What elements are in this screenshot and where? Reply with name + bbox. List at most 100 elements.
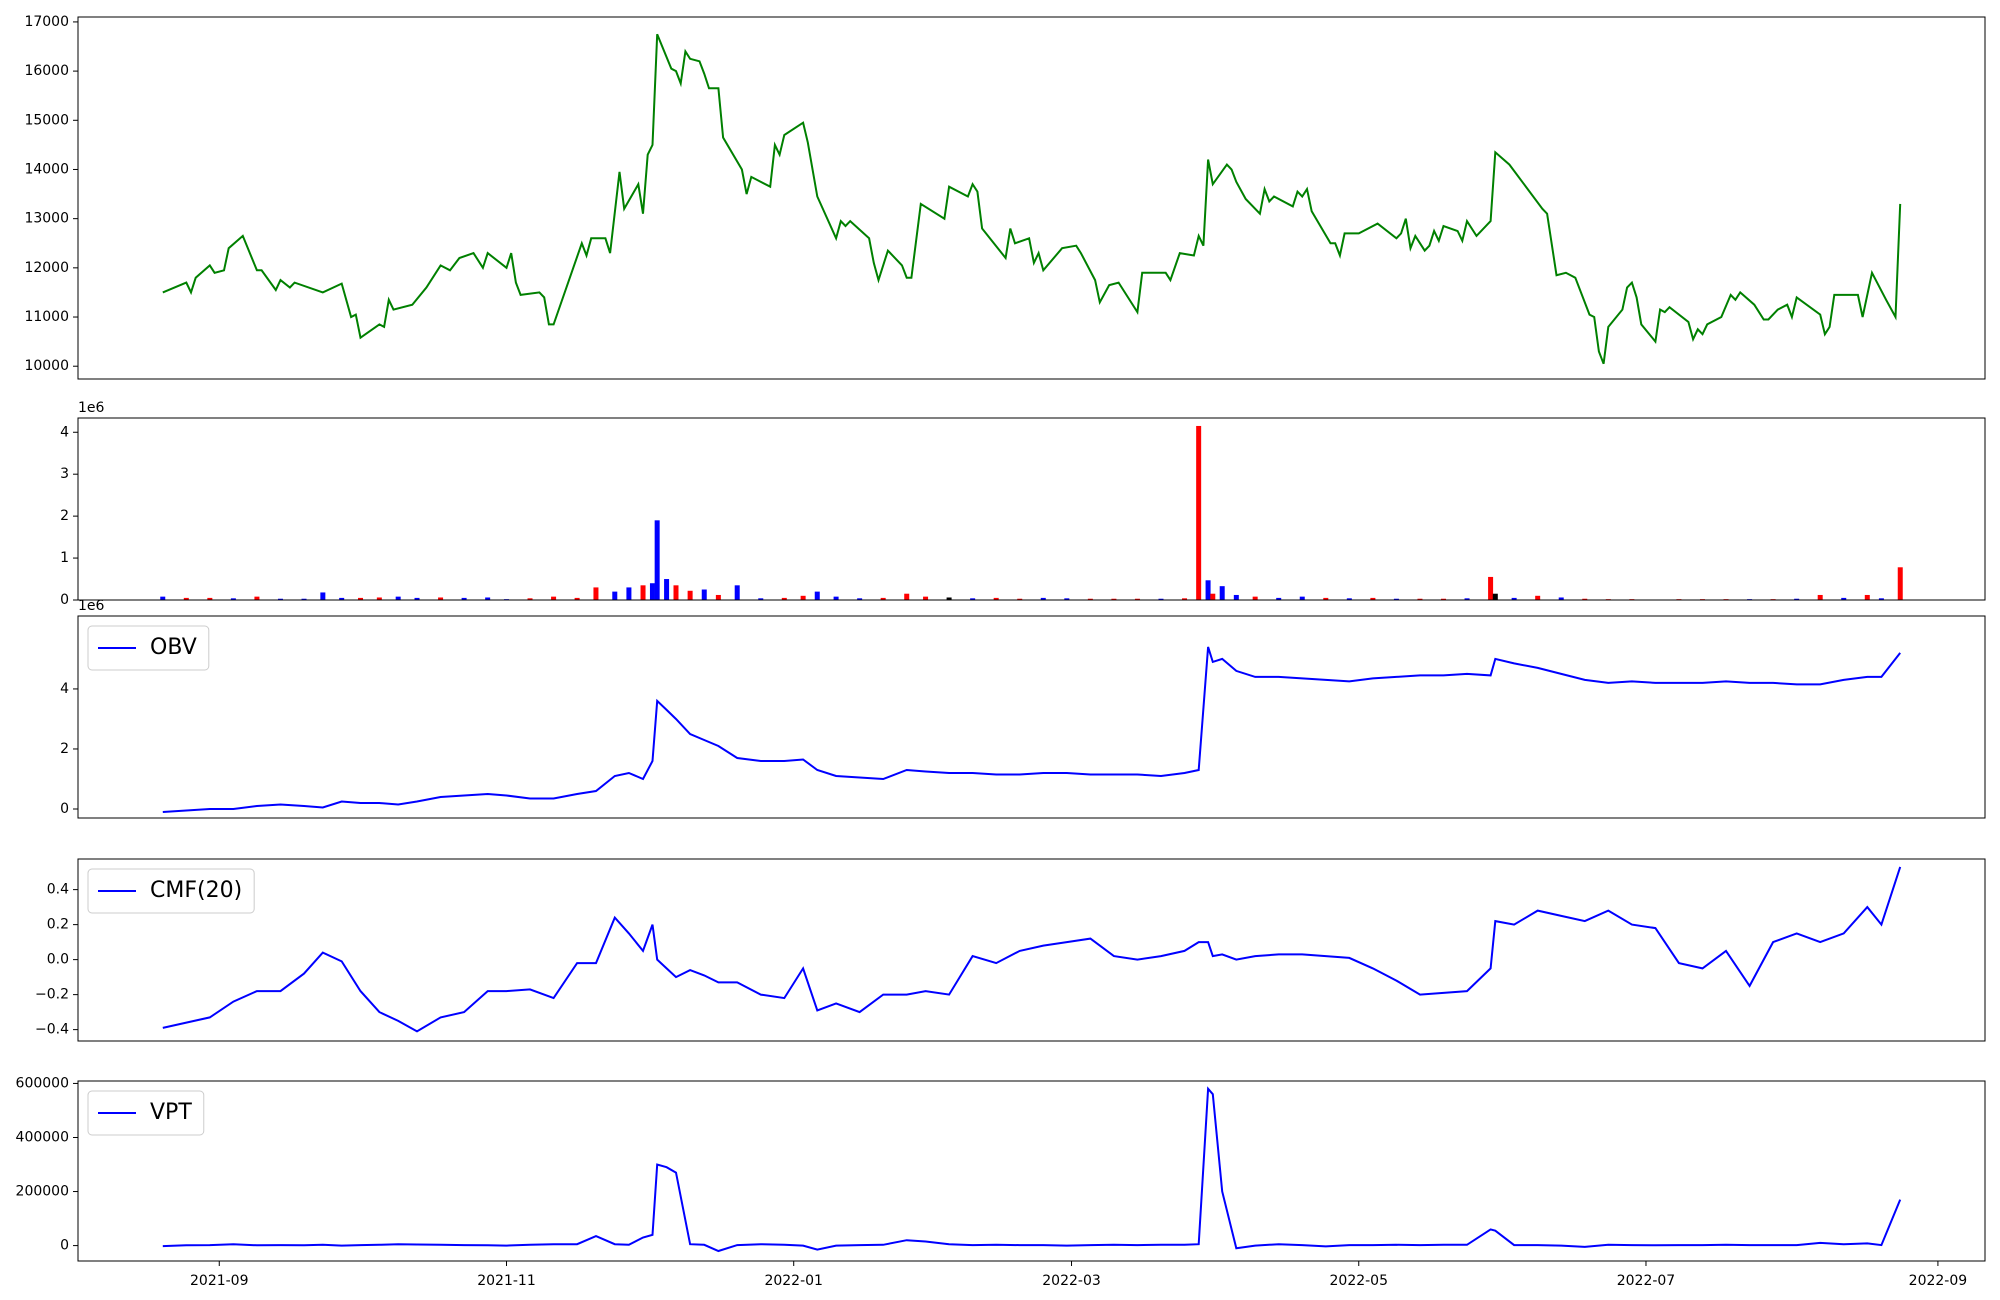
y-tick-label: 2 [60,508,69,524]
y-tick-label: 0.4 [47,882,69,898]
volume-bar [207,597,213,600]
y-tick-label: 0 [60,1238,69,1254]
panel: −0.4 −0.2 0.0 0.2 0.4 CMF(20) [35,858,1986,1042]
panel: 0 200000 400000 600000 2021-09 2021-11 2022-01… [16,1075,1986,1289]
volume-bar [230,598,236,600]
y-tick-label: 10000 [24,358,69,374]
y-tick-label: 0 [60,592,69,608]
volume-bar [1535,595,1541,600]
volume-bar [1441,598,1447,600]
x-tick-label: 2022-09 [1909,1273,1968,1289]
volume-bar [414,597,420,600]
volume-bar [701,589,707,600]
volume-bar [673,585,679,600]
axes-frame [77,417,1986,601]
volume-bar [1182,598,1188,600]
series-line [162,33,1902,365]
axes-frame [77,615,1986,819]
volume-bar [857,598,863,600]
volume-bar [1794,598,1800,600]
volume-bar [970,598,976,600]
y-tick-label: 15000 [24,112,69,128]
volume-bar [1134,598,1140,600]
volume-bar [1393,598,1399,600]
volume-bar [485,597,491,600]
series-line [162,646,1901,813]
panel: 10000 11000 12000 13000 14000 15000 16000 17000 [24,14,1986,380]
y-tick-label: 4 [60,681,69,697]
legend-label: OBV [150,635,197,660]
plot-area [162,866,1902,1033]
volume-bar [1017,598,1023,600]
volume-bar [654,520,660,600]
volume-bar [640,585,646,600]
volume-bar [183,597,189,600]
volume-bar [1417,598,1423,600]
axis-offset-label: 1e6 [78,400,105,416]
plot-area [162,33,1902,365]
y-tick-label: 200000 [16,1184,69,1200]
volume-bar [277,598,283,600]
volume-bar [1158,598,1164,600]
y-tick-label: 1 [60,550,69,566]
volume-bar [551,596,557,600]
volume-bar [1064,598,1070,600]
y-tick-label: 0.2 [47,917,69,933]
volume-bar [833,596,839,600]
volume-bar [1511,597,1517,600]
volume-bar [395,596,401,600]
volume-bar [376,597,382,600]
panel: 0 1 2 3 4 1e6 [60,400,1986,608]
volume-bar [758,598,764,600]
y-tick-label: 17000 [24,14,69,30]
plot-area [162,646,1901,813]
volume-bar [254,596,260,600]
volume-bar [800,595,806,600]
axes-frame [77,16,1986,380]
volume-bar [1299,596,1305,600]
y-tick-label: −0.4 [35,1022,69,1038]
volume-bar [1864,594,1870,600]
volume-bar [814,591,820,600]
y-tick-label: 0 [60,801,69,817]
y-tick-label: 14000 [24,161,69,177]
y-tick-label: 400000 [16,1129,69,1145]
volume-bar [1582,598,1588,600]
volume-bar [1464,598,1470,600]
x-tick-label: 2022-01 [764,1273,823,1289]
volume-bar [527,598,533,600]
y-tick-label: 16000 [24,63,69,79]
y-tick-label: 4 [60,424,69,440]
volume-bar [734,585,740,600]
volume-bar [438,597,444,600]
series-line [162,866,1902,1033]
series-line [162,1086,1902,1253]
legend-label: VPT [150,1100,192,1125]
volume-bar [1111,598,1117,600]
y-tick-label: 600000 [16,1075,69,1091]
volume-bar [320,592,326,600]
x-tick-label: 2021-11 [477,1273,536,1289]
volume-bar [1323,597,1329,600]
legend-label: CMF(20) [150,878,242,903]
volume-bar [880,597,886,600]
volume-bar [1040,597,1046,600]
volume-bar [1219,586,1225,600]
x-tick-label: 2022-05 [1330,1273,1389,1289]
axes-frame [77,858,1986,1042]
volume-bar [1492,593,1498,600]
volume-bar [461,597,467,600]
volume-bar [593,587,599,600]
volume-bar [301,598,307,600]
volume-bar [1276,597,1282,600]
volume-bar [904,593,910,600]
legend: OBV [87,625,210,671]
volume-bar [1488,576,1494,600]
y-tick-label: 2 [60,741,69,757]
y-tick-label: −0.2 [35,987,69,1003]
legend-box [87,1090,205,1136]
legend: CMF(20) [87,868,255,914]
volume-bar [626,587,632,600]
y-tick-label: 0.0 [47,952,69,968]
